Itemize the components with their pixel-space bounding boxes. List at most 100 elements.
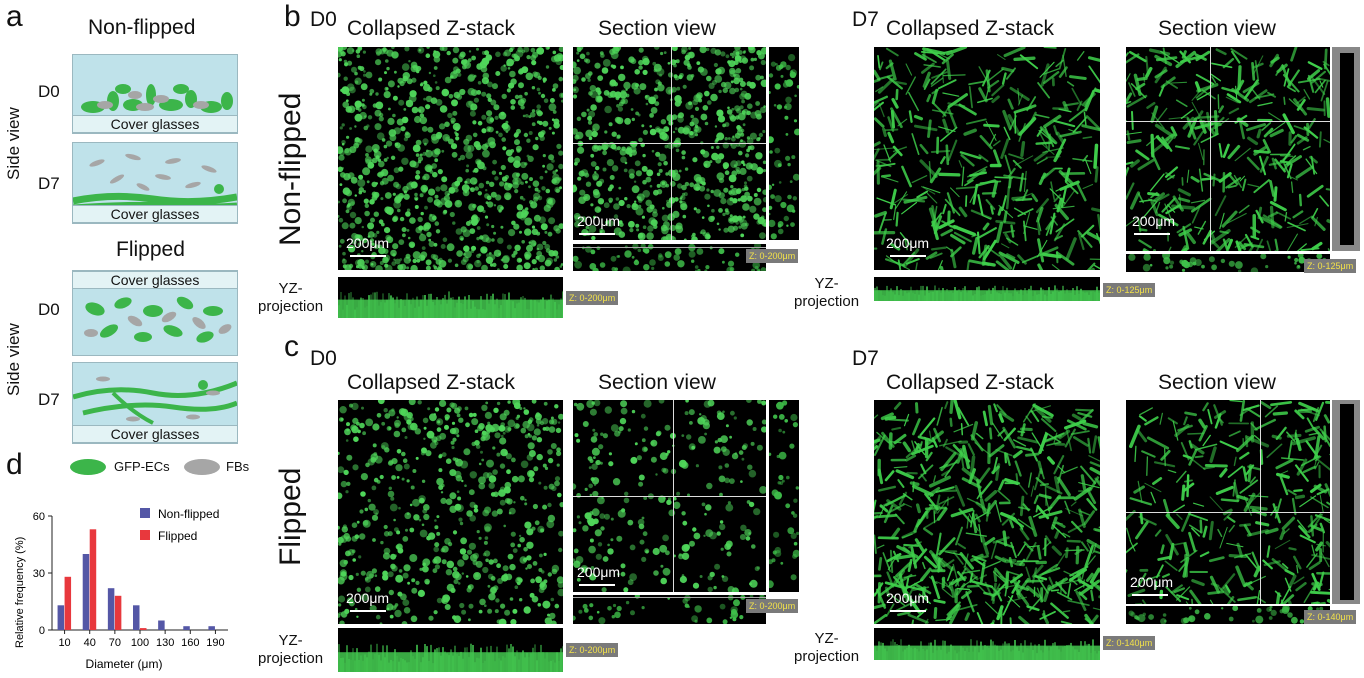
c-d7-section-side-yz xyxy=(1332,400,1360,604)
schematic-flipped-d0: Cover glasses xyxy=(72,270,238,356)
cells-illustration xyxy=(84,296,232,343)
microscopy-texture xyxy=(769,54,799,240)
bar-non-flipped xyxy=(57,605,65,630)
schematic-flipped-d0-label: D0 xyxy=(38,300,60,319)
c-d0-yz-z-range: Z: 0-200μm xyxy=(566,643,619,657)
c-d7-section-title: Section view xyxy=(1158,371,1276,394)
xz-line xyxy=(573,597,766,598)
side-view-label-bottom: Side view xyxy=(4,323,23,396)
panel-label-b: b xyxy=(284,0,301,33)
c-d7-section-z-range: Z: 0-140μm xyxy=(1304,610,1357,624)
b-d7-section-image: 200μm xyxy=(1126,47,1330,251)
microscopy-texture xyxy=(338,291,563,318)
schematic-nonflipped-d7: Cover glasses xyxy=(72,142,238,224)
c-d0-section-title: Section view xyxy=(598,371,716,394)
schematic-flipped-d7: Cover glasses xyxy=(72,362,238,444)
b-d0-yz-projection-label: YZ- projection xyxy=(258,280,323,316)
schematic-flipped-d7-label: D7 xyxy=(38,390,60,409)
bar-non-flipped xyxy=(183,626,190,630)
section-crosshair-h xyxy=(1126,512,1330,513)
microscopy-texture xyxy=(1128,254,1327,272)
c-d0-yz-projection-image xyxy=(338,628,563,672)
x-tick-label: 10 xyxy=(58,637,70,649)
cover-glass-bottom: Cover glasses xyxy=(73,425,237,443)
c-row-label: Flipped xyxy=(274,467,307,566)
microscopy-texture xyxy=(573,595,766,624)
gfp-ec-legend-swatch xyxy=(70,459,106,475)
b-d0-section-image: 200μm xyxy=(573,47,766,240)
cover-glass-bottom: Cover glasses xyxy=(73,205,237,223)
c-d0-section-z-range: Z: 0-200μm xyxy=(746,599,799,613)
yz-strip xyxy=(1340,404,1354,600)
cover-glass-top: Cover glasses xyxy=(73,271,237,289)
b-d0-yz-projection-image xyxy=(338,277,563,318)
bar-flipped xyxy=(114,595,122,630)
b-d7-yz-projection-image xyxy=(874,277,1100,301)
yz-text: YZ- xyxy=(814,630,839,647)
cells-illustration xyxy=(81,84,233,113)
c-d0-collapsed-title: Collapsed Z-stack xyxy=(347,371,516,394)
bar-non-flipped xyxy=(133,605,140,630)
nonflipped-schematic-title: Non-flipped xyxy=(88,16,196,39)
section-crosshair-h xyxy=(573,143,766,144)
panel-label-a: a xyxy=(6,0,23,33)
panel-label-c: c xyxy=(284,330,299,363)
scale-label: 200μm xyxy=(346,235,390,251)
b-d0-yz-z-range: Z: 0-200μm xyxy=(566,291,619,305)
schematic-d7-label: D7 xyxy=(38,174,60,193)
b-d0-section-title: Section view xyxy=(598,17,716,40)
y-tick-label: 30 xyxy=(33,568,45,580)
scale-bar xyxy=(890,255,926,257)
b-d7-section-z-range: Z: 0-125μm xyxy=(1304,259,1357,273)
c-d7-yz-z-range: Z: 0-140μm xyxy=(1103,636,1156,650)
microscopy-texture xyxy=(874,400,1100,624)
schematic-nonflipped-d0: Cover glasses xyxy=(72,54,238,134)
x-tick-label: 100 xyxy=(131,637,149,649)
projection-text: projection xyxy=(258,650,324,667)
bar-non-flipped xyxy=(158,620,165,630)
y-axis-label: Relative frequency (%) xyxy=(14,537,26,648)
scale-bar xyxy=(350,255,386,257)
b-d0-label: D0 xyxy=(310,8,337,31)
scale-label: 200μm xyxy=(886,590,930,606)
c-d0-section-side-yz xyxy=(769,400,799,592)
b-d7-label: D7 xyxy=(852,8,879,31)
c-d7-collapsed-image: 200μm xyxy=(874,400,1100,624)
c-d0-collapsed-image: 200μm xyxy=(338,400,563,624)
flipped-schematic-title: Flipped xyxy=(116,238,185,261)
c-d0-section-image: 200μm xyxy=(573,400,766,592)
b-d7-collapsed-title: Collapsed Z-stack xyxy=(886,17,1055,40)
microscopy-texture xyxy=(1126,400,1330,604)
bar-non-flipped xyxy=(208,626,215,630)
bar-non-flipped xyxy=(82,554,90,630)
yz-text: YZ- xyxy=(814,275,839,292)
b-d7-section-title: Section view xyxy=(1158,17,1276,40)
scale-label: 200μm xyxy=(1130,574,1174,590)
x-tick-label: 190 xyxy=(206,637,224,649)
side-view-label-top: Side view xyxy=(4,107,23,180)
b-d0-collapsed-image: 200μm xyxy=(338,47,563,270)
microscopy-texture xyxy=(573,47,766,240)
microscopy-texture xyxy=(338,643,563,672)
schematic-d0-label: D0 xyxy=(38,82,60,101)
b-d0-section-bottom-xz xyxy=(573,244,766,271)
scale-label: 200μm xyxy=(346,590,390,606)
x-tick-label: 70 xyxy=(109,637,121,649)
b-d7-yz-z-range: Z: 0-125μm xyxy=(1103,283,1156,297)
legend-nonflipped-swatch xyxy=(140,508,150,518)
c-d7-section-image: 200μm xyxy=(1126,400,1330,604)
microscopy-texture xyxy=(573,400,766,592)
bar-flipped xyxy=(89,529,97,630)
yz-strip xyxy=(1340,53,1354,245)
panel-label-d: d xyxy=(6,448,23,481)
b-d7-collapsed-image: 200μm xyxy=(874,47,1100,270)
microscopy-texture xyxy=(874,639,1100,660)
xz-line xyxy=(573,247,766,248)
x-axis-label: Diameter (μm) xyxy=(86,657,163,671)
bar-non-flipped xyxy=(107,588,115,630)
section-crosshair-v xyxy=(1260,400,1261,604)
y-tick-label: 60 xyxy=(33,511,45,523)
b-d0-section-z-range: Z: 0-200μm xyxy=(746,249,799,263)
gfp-ec-legend-label: GFP-ECs xyxy=(114,459,170,474)
scale-bar xyxy=(1134,233,1170,235)
